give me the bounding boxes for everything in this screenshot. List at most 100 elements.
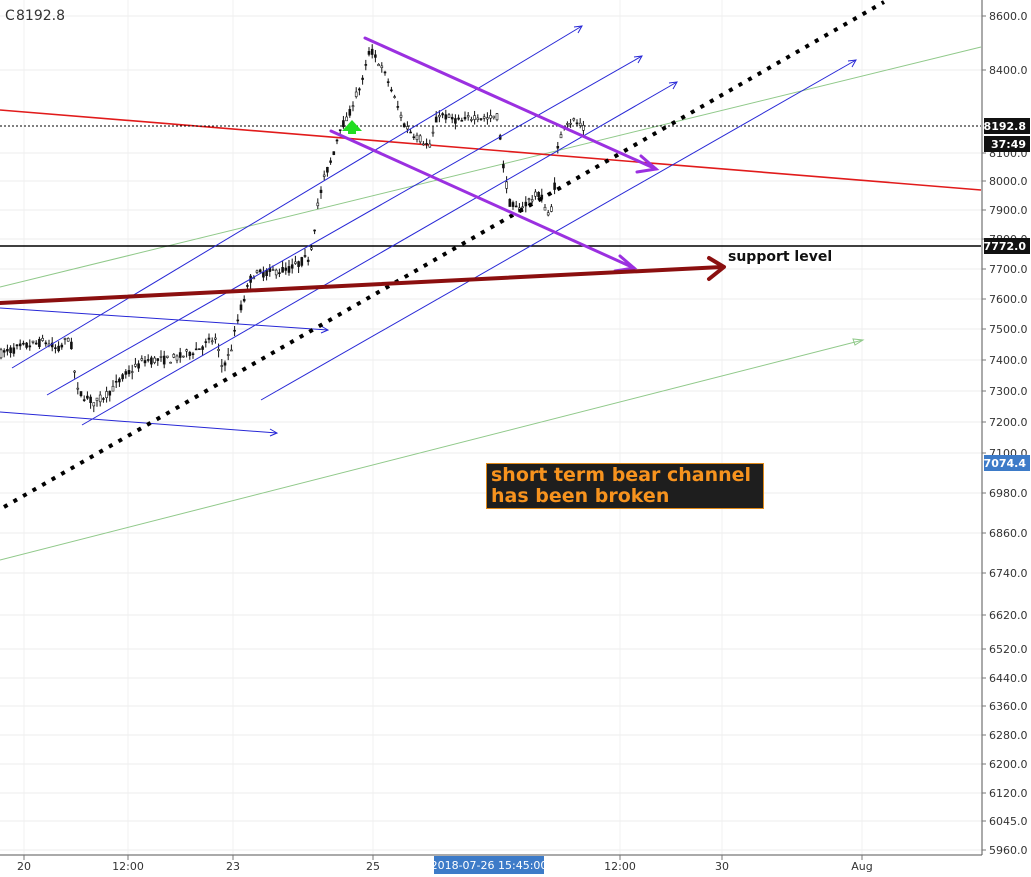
x-axis-tick-labels: 20 12:00 23 25 12:00 30 Aug 2018-07-26 15:45:00: [17, 855, 873, 874]
bear-channel: [329, 36, 660, 273]
candle-body: [569, 122, 572, 125]
candle-body: [351, 105, 355, 108]
candle-body: [194, 348, 198, 351]
y-tick-label: 7200.0: [989, 416, 1028, 429]
green-trendline-upper: [0, 46, 982, 288]
candle-body: [492, 115, 496, 119]
candle-body: [402, 123, 406, 128]
candle-body: [553, 182, 556, 190]
candle-body: [364, 64, 368, 66]
annotation-line-2: has been broken: [491, 485, 670, 507]
y-tick-label: 7900.0: [989, 204, 1028, 217]
candle-body: [463, 117, 467, 120]
candle-body: [239, 304, 243, 311]
candle-body: [383, 71, 387, 74]
candle-body: [278, 272, 281, 274]
last-price-prefix: C: [5, 8, 15, 24]
candle-body: [502, 164, 505, 169]
candle-body: [31, 340, 35, 343]
black-dotted-trendline: [3, 0, 885, 509]
candle-body: [418, 135, 422, 143]
candle-body: [134, 363, 137, 367]
candle-body: [230, 349, 233, 352]
candle-body: [12, 347, 16, 354]
candle-body: [489, 115, 492, 119]
candle-body: [303, 255, 307, 257]
candle-body: [137, 363, 140, 369]
green-arrow-shaft: [348, 128, 356, 134]
candle-body: [18, 343, 22, 347]
last-price-readout: 8192.8: [16, 8, 65, 24]
candle-body: [530, 199, 534, 202]
candle-body: [396, 106, 400, 108]
candle-body: [438, 115, 441, 118]
candle-body: [127, 370, 131, 375]
candle-body: [479, 118, 483, 120]
candle-body: [412, 136, 416, 139]
candle-body: [130, 371, 134, 373]
candle-body: [406, 126, 409, 130]
candle-body: [262, 271, 265, 278]
candle-body: [63, 338, 67, 340]
candle-body: [457, 117, 460, 120]
candle-body: [534, 191, 537, 197]
candle-body: [287, 266, 291, 273]
candle-body: [44, 342, 48, 345]
candle-body: [566, 123, 569, 125]
candle-body: [556, 146, 560, 149]
drawings-front: [0, 0, 981, 509]
candle-body: [329, 160, 332, 163]
candle-body: [236, 319, 240, 322]
price-tag-bg: [984, 238, 1030, 254]
channel-line-2: [46, 55, 643, 396]
candle-body: [415, 134, 419, 140]
candle-body: [428, 143, 432, 148]
candle-body: [306, 259, 310, 262]
channel-line-1: [11, 25, 583, 369]
candle-body: [316, 202, 320, 207]
candle-body: [290, 264, 294, 269]
price-tag-bg: [984, 118, 1030, 134]
candle-body: [182, 355, 185, 358]
y-tick-label: 6740.0: [989, 567, 1028, 580]
candle-body: [255, 270, 259, 273]
candle-body: [140, 358, 144, 361]
candle-body: [265, 270, 268, 276]
candle-body: [54, 347, 57, 349]
candle-body: [105, 391, 108, 398]
candle-body: [281, 267, 284, 273]
candle-body: [191, 353, 195, 356]
candle-body: [505, 181, 508, 189]
candle-body: [28, 345, 32, 348]
candle-body: [294, 261, 297, 264]
candle-body: [386, 81, 390, 83]
candle-body: [214, 337, 217, 340]
candle-body: [210, 340, 214, 343]
blue-down-line-1: [0, 307, 329, 331]
y-tick-label: 7700.0: [989, 263, 1028, 276]
candle-body: [204, 341, 208, 343]
candle-body: [86, 395, 89, 399]
candle-body: [73, 370, 76, 373]
candle-body: [201, 346, 204, 350]
candle-body: [466, 115, 470, 118]
y-tick-label: 7500.0: [989, 323, 1028, 336]
candle-body: [159, 356, 163, 358]
candle-body: [79, 391, 83, 397]
y-tick-label: 6120.0: [989, 787, 1028, 800]
candle-body: [175, 355, 179, 361]
y-tick-label: 6045.0: [989, 815, 1028, 828]
candle-body: [185, 349, 188, 352]
candle-body: [409, 131, 412, 134]
candle-body: [495, 113, 499, 121]
candle-body: [572, 118, 576, 121]
candle-body: [258, 269, 262, 273]
candle-body: [9, 347, 12, 354]
drawings-back: [0, 46, 982, 561]
candle-body: [527, 198, 531, 201]
candle-body: [524, 201, 528, 207]
candle-body: [370, 48, 374, 55]
candle-body: [335, 139, 339, 142]
candle-body: [82, 399, 86, 401]
